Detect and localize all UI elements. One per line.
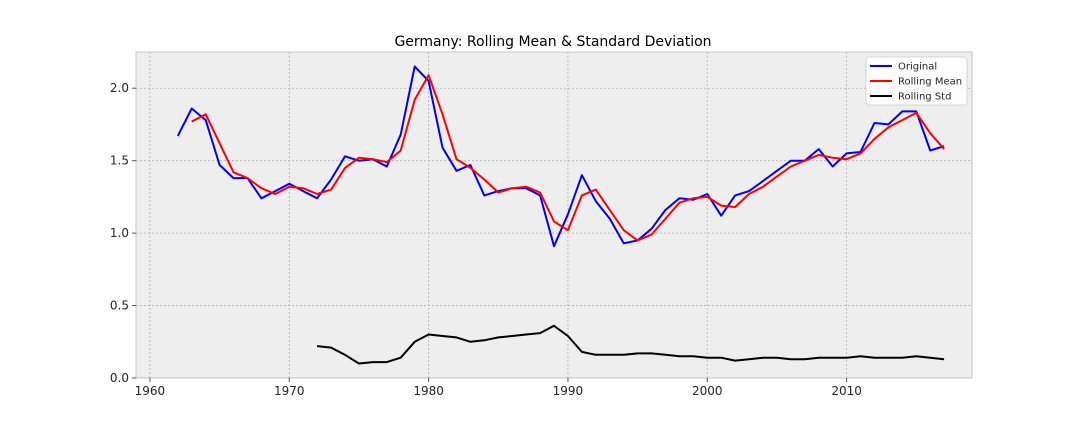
series-lines [176, 65, 945, 365]
series-line-rolling-mean [191, 74, 945, 242]
y-tick-label: 0.5 [110, 299, 129, 313]
legend-box [865, 56, 968, 106]
y-tick-label: 0.0 [110, 371, 129, 385]
x-tick-label: 1970 [274, 384, 305, 398]
y-tick-label: 2.0 [110, 81, 129, 95]
x-tick-label: 2010 [831, 384, 862, 398]
x-axis-ticks: 1960 1970 1980 1990 2000 2010 [135, 378, 862, 398]
axes [135, 51, 973, 379]
series-line-rolling-std [316, 324, 945, 365]
legend-label-original: Original [898, 62, 937, 73]
legend-label-rolling-std: Rolling Std [898, 92, 951, 103]
series-line-original [176, 65, 945, 248]
legend: Original Rolling Mean Rolling Std [865, 56, 968, 106]
y-tick-label: 1.0 [110, 226, 129, 240]
legend-label-rolling-mean: Rolling Mean [898, 77, 962, 88]
x-tick-label: 1990 [553, 384, 584, 398]
x-tick-label: 1960 [135, 384, 166, 398]
chart-title: Germany: Rolling Mean & Standard Deviati… [394, 34, 711, 50]
plot-frame [135, 51, 973, 379]
plot-area [136, 52, 972, 378]
x-tick-label: 2000 [692, 384, 723, 398]
y-axis-ticks: 0.0 0.5 1.0 1.5 2.0 [110, 81, 136, 385]
y-tick-label: 1.5 [110, 154, 129, 168]
x-tick-label: 1980 [413, 384, 444, 398]
